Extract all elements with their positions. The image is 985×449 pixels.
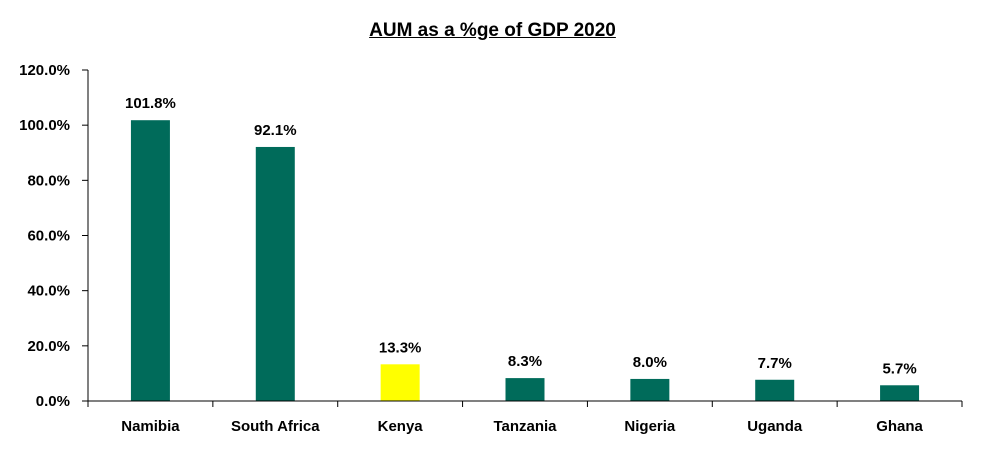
bar-ghana [880,385,920,401]
y-tick-label: 20.0% [27,338,70,355]
x-tick-label-uganda: Uganda [747,418,803,435]
x-tick-label-ghana: Ghana [876,418,923,435]
y-tick-label: 100.0% [19,117,70,134]
data-label-uganda: 7.7% [758,355,792,372]
bar-tanzania [505,378,545,401]
y-tick-label: 0.0% [36,393,70,410]
x-tick-label-kenya: Kenya [378,418,424,435]
y-tick-label: 80.0% [27,172,70,189]
bars-group [130,120,920,402]
data-label-ghana: 5.7% [882,360,916,377]
x-tick-label-nigeria: Nigeria [624,418,676,435]
data-label-namibia: 101.8% [125,95,176,112]
y-tick-label: 60.0% [27,228,70,245]
chart-title: AUM as a %ge of GDP 2020 [369,20,616,41]
bar-nigeria [630,378,670,401]
y-tick-label: 120.0% [19,62,70,79]
labels-group: 101.8% Namibia 92.1% South Africa 13.3% Kenya… [19,62,923,435]
bar-namibia [130,120,170,402]
bar-kenya [380,364,420,401]
data-label-tanzania: 8.3% [508,353,542,370]
data-label-nigeria: 8.0% [633,354,667,371]
axes-group [82,69,963,407]
data-label-kenya: 13.3% [379,339,422,356]
x-tick-label-tanzania: Tanzania [493,418,557,435]
y-tick-label: 40.0% [27,283,70,300]
x-tick-label-south-africa: South Africa [231,418,320,435]
x-tick-label-namibia: Namibia [121,418,180,435]
data-label-south-africa: 92.1% [254,122,297,139]
bar-uganda [755,379,795,401]
bar-south-africa [255,146,295,401]
